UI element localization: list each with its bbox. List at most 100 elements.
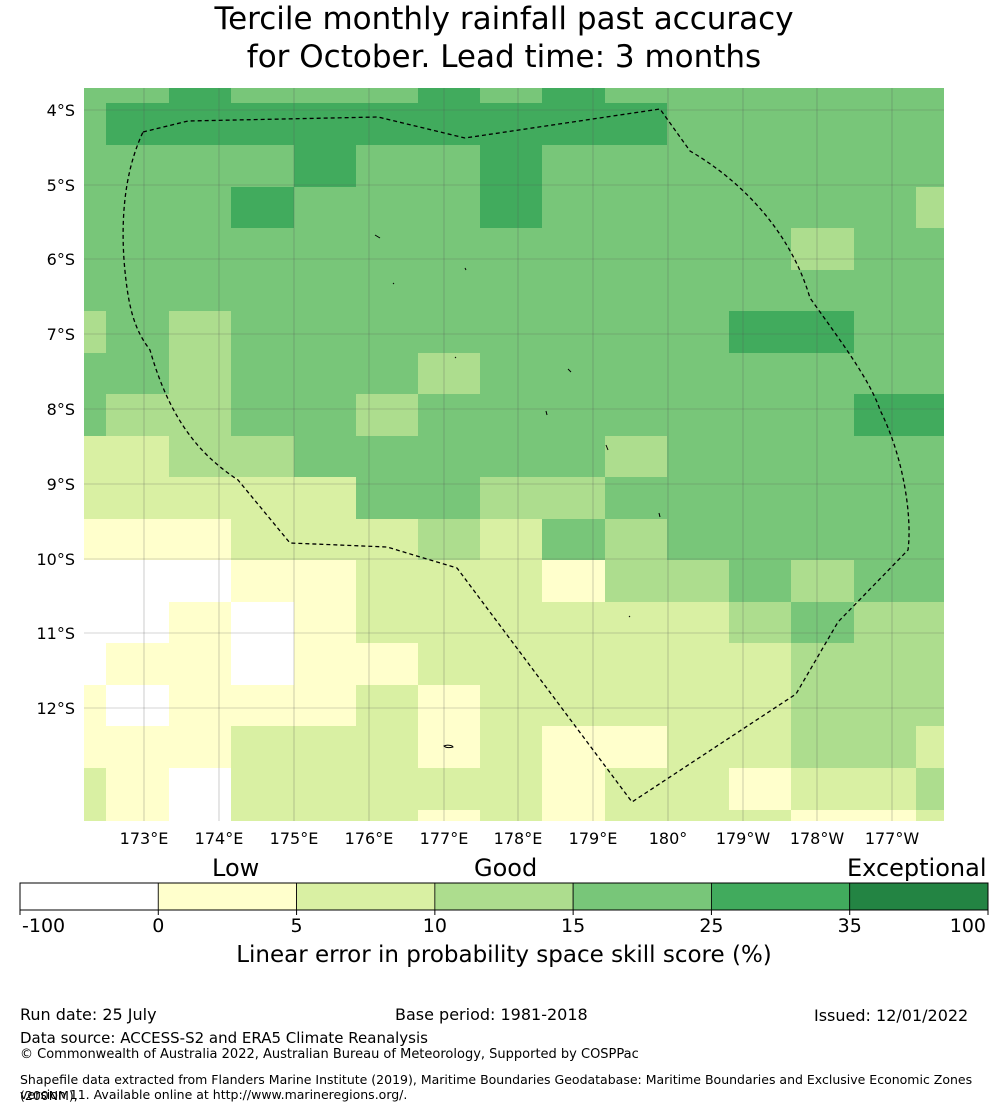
grid-cell: [667, 103, 729, 145]
grid-cell: [418, 477, 480, 519]
grid-cell: [729, 436, 791, 477]
grid-cell: [480, 187, 542, 228]
grid-cell: [231, 643, 294, 685]
grid-cell: [231, 103, 294, 145]
colorbar-tick-label: 5: [291, 915, 303, 937]
grid-cell: [480, 602, 542, 643]
grid-cell: [169, 726, 231, 768]
grid-cell: [231, 477, 294, 519]
grid-cell: [791, 228, 854, 270]
grid-cell: [84, 768, 106, 810]
grid-cell: [84, 394, 106, 436]
grid-cell: [791, 810, 854, 821]
grid-cell: [294, 394, 356, 436]
grid-cell: [356, 685, 418, 726]
grid-cell: [605, 768, 667, 810]
grid-cell: [169, 311, 231, 353]
grid-cell: [729, 353, 791, 394]
grid-cell: [356, 270, 418, 311]
colorbar-tick-label: 0: [152, 915, 164, 937]
grid-cell: [791, 477, 854, 519]
grid-cell: [294, 477, 356, 519]
grid-cell: [169, 187, 231, 228]
grid-cell: [480, 270, 542, 311]
longitude-label: 174°E: [195, 829, 244, 848]
grid-cell: [542, 353, 605, 394]
grid-cell: [84, 810, 106, 821]
grid-cell: [542, 685, 605, 726]
grid-cell: [231, 88, 294, 103]
latitude-label: 4°S: [47, 101, 75, 120]
issued-date: Issued: 12/01/2022: [814, 1006, 969, 1025]
grid-cell: [356, 519, 418, 560]
grid-cell: [791, 145, 854, 187]
grid-cell: [667, 685, 729, 726]
grid-cell: [418, 768, 480, 810]
grid-cell: [542, 477, 605, 519]
category-exceptional: Exceptional: [847, 854, 987, 882]
grid-cell: [84, 187, 106, 228]
grid-cell: [418, 103, 480, 145]
grid-cell: [480, 477, 542, 519]
grid-cell: [231, 353, 294, 394]
latitude-label: 12°S: [36, 699, 75, 718]
grid-cell: [729, 810, 791, 821]
grid-cell: [854, 643, 916, 685]
grid-cell: [356, 643, 418, 685]
grid-cell: [542, 602, 605, 643]
grid-cell: [667, 602, 729, 643]
grid-cell: [84, 602, 106, 643]
grid-cell: [791, 88, 854, 103]
grid-cell: [542, 270, 605, 311]
grid-cell: [916, 311, 944, 353]
grid-cell: [418, 685, 480, 726]
colorbar-segment: [296, 882, 436, 911]
grid-cell: [418, 643, 480, 685]
grid-cell: [231, 726, 294, 768]
grid-cell: [854, 311, 916, 353]
grid-cell: [729, 394, 791, 436]
copyright: © Commonwealth of Australia 2022, Austra…: [20, 1047, 639, 1062]
grid-cell: [84, 560, 106, 602]
grid-cell: [542, 436, 605, 477]
grid-cell: [418, 602, 480, 643]
map-title-line1: Tercile monthly rainfall past accuracy: [214, 1, 794, 37]
grid-cell: [605, 685, 667, 726]
grid-cell: [231, 810, 294, 821]
grid-cell: [231, 228, 294, 270]
grid-cell: [916, 88, 944, 103]
grid-cell: [84, 643, 106, 685]
grid-cell: [356, 560, 418, 602]
grid-cell: [356, 311, 418, 353]
grid-cell: [480, 311, 542, 353]
grid-cell: [480, 353, 542, 394]
grid-cell: [916, 228, 944, 270]
latitude-label: 11°S: [36, 624, 75, 643]
colorbar-tick-label: 10: [423, 915, 447, 937]
grid-cell: [605, 602, 667, 643]
grid-cell: [480, 726, 542, 768]
grid-cell: [916, 394, 944, 436]
category-low: Low: [212, 854, 260, 882]
grid-cell: [542, 145, 605, 187]
grid-cell: [791, 436, 854, 477]
grid-cell: [294, 643, 356, 685]
latitude-label: 10°S: [36, 550, 75, 569]
grid-cell: [480, 560, 542, 602]
grid-cell: [854, 187, 916, 228]
grid-cell: [169, 145, 231, 187]
grid-cell: [231, 270, 294, 311]
grid-cell: [231, 394, 294, 436]
grid-cell: [916, 643, 944, 685]
grid-cell: [916, 768, 944, 810]
grid-cell: [356, 477, 418, 519]
grid-cell: [729, 643, 791, 685]
grid-cell: [854, 145, 916, 187]
grid-cell: [480, 685, 542, 726]
grid-cell: [542, 187, 605, 228]
grid-cell: [542, 726, 605, 768]
grid-cell: [294, 145, 356, 187]
grid-cell: [791, 103, 854, 145]
grid-cell: [854, 103, 916, 145]
grid-cell: [356, 187, 418, 228]
